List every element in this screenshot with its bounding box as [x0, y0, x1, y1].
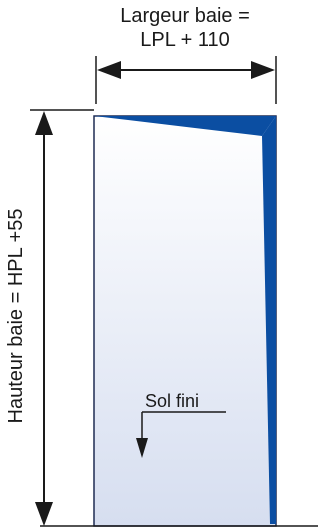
bay-panel [93, 115, 277, 527]
door-leaf-top [94, 116, 276, 136]
floor-label: Sol fini [145, 391, 199, 411]
width-label: Largeur baie = LPL + 110 [70, 4, 300, 52]
door-leaf-side [262, 116, 276, 524]
width-arrow-left-icon [97, 61, 121, 79]
width-label-line1: Largeur baie = [120, 5, 250, 27]
width-arrow-right-icon [251, 61, 275, 79]
height-arrow-bottom-icon [35, 502, 53, 526]
height-label: Hauteur baie = HPL +55 [5, 209, 27, 424]
height-arrow-top-icon [35, 111, 53, 135]
width-label-line2: LPL + 110 [140, 29, 230, 51]
floor-indicator-arrow-icon [136, 438, 148, 458]
